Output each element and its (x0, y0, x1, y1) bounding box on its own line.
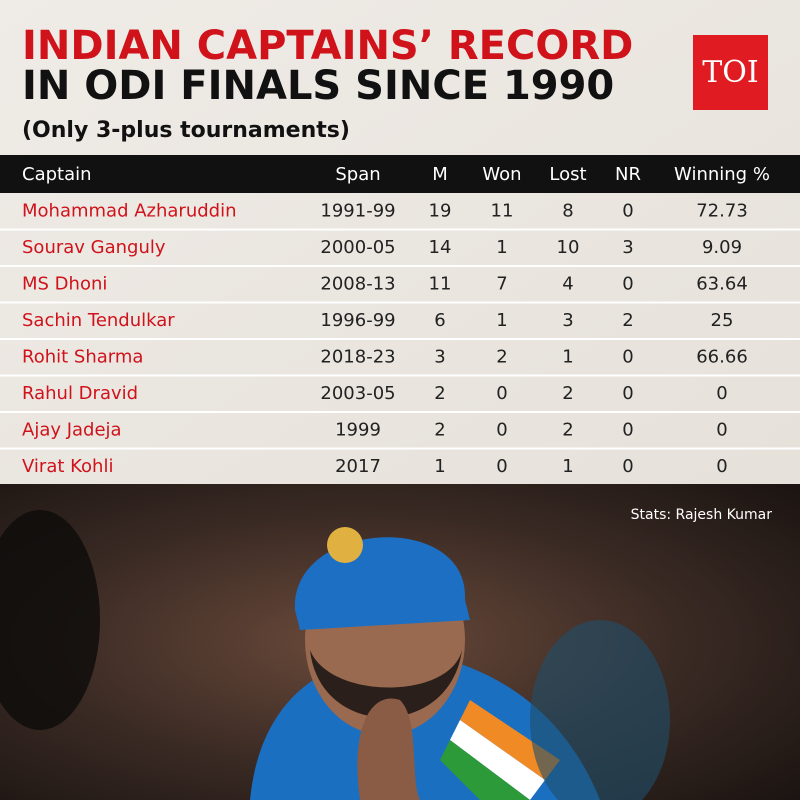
table-cell: 0 (496, 383, 507, 404)
column-header: Winning % (674, 164, 770, 185)
table-cell: 11 (491, 200, 514, 221)
captain-name: Rahul Dravid (22, 383, 138, 404)
table-cell: 2 (562, 419, 573, 440)
table-cell: 0 (622, 346, 633, 367)
table-cell: 1 (496, 237, 507, 258)
table-cell: 2003-05 (320, 383, 395, 404)
table-cell: 7 (496, 273, 507, 294)
table-cell: 66.66 (696, 346, 748, 367)
column-header: Won (482, 164, 521, 185)
table-cell: 0 (622, 419, 633, 440)
title-line: INDIAN CAPTAINS’ RECORD (22, 23, 633, 69)
column-header: Lost (549, 164, 586, 185)
table-cell: 72.73 (696, 200, 748, 221)
table-cell: 2 (434, 383, 445, 404)
captain-name: Sachin Tendulkar (22, 310, 175, 331)
table: Captain Span M Won Lost NR Winning % Mohammad A… (0, 164, 800, 477)
captain-name: Mohammad Azharuddin (22, 200, 237, 221)
table-cell: 10 (557, 237, 580, 258)
table-cell: 2 (434, 419, 445, 440)
table-cell: 1 (562, 456, 573, 477)
table-cell: 2008-13 (320, 273, 395, 294)
logo: TOI (702, 55, 758, 90)
table-cell: 1999 (335, 419, 381, 440)
column-header: Span (335, 164, 380, 185)
table-cell: 0 (622, 200, 633, 221)
column-header: Captain (22, 164, 92, 185)
table-cell: 0 (496, 419, 507, 440)
table-cell: 25 (711, 310, 734, 331)
table-cell: 0 (622, 383, 633, 404)
captain-name: Virat Kohli (22, 456, 113, 477)
table-cell: 3 (562, 310, 573, 331)
table-cell: 1991-99 (320, 200, 395, 221)
subtitle: (Only 3-plus tournaments) (22, 118, 350, 143)
table-cell: 2017 (335, 456, 381, 477)
table-cell: 1 (562, 346, 573, 367)
table-cell: 19 (429, 200, 452, 221)
table-cell: 0 (716, 419, 727, 440)
table-cell: 1 (434, 456, 445, 477)
table-cell: 6 (434, 310, 445, 331)
title-line: IN ODI FINALS SINCE 1990 (22, 63, 614, 109)
captain-name: Rohit Sharma (22, 346, 143, 367)
captain-name: Ajay Jadeja (22, 419, 122, 440)
table-cell: 2000-05 (320, 237, 395, 258)
table-cell: 11 (429, 273, 452, 294)
table-cell: 8 (562, 200, 573, 221)
table-cell: 2 (496, 346, 507, 367)
table-cell: 3 (434, 346, 445, 367)
table-cell: 1 (496, 310, 507, 331)
captain-name: MS Dhoni (22, 273, 107, 294)
captain-name: Sourav Ganguly (22, 237, 166, 258)
table-cell: 63.64 (696, 273, 748, 294)
table-cell: 2018-23 (320, 346, 395, 367)
table-cell: 9.09 (702, 237, 742, 258)
table-header (0, 155, 800, 193)
table-cell: 2 (622, 310, 633, 331)
table-cell: 0 (716, 383, 727, 404)
table-cell: 4 (562, 273, 573, 294)
table-cell: 2 (562, 383, 573, 404)
table-cell: 0 (622, 456, 633, 477)
table-cell: 14 (429, 237, 452, 258)
table-cell: 1996-99 (320, 310, 395, 331)
table-cell: 0 (716, 456, 727, 477)
credit: Stats: Rajesh Kumar (631, 507, 773, 523)
column-header: M (432, 164, 448, 185)
player-illustration (0, 510, 670, 804)
logo-box (693, 35, 768, 110)
background (0, 0, 800, 484)
column-header: NR (615, 164, 641, 185)
table-cell: 3 (622, 237, 633, 258)
table-cell: 0 (622, 273, 633, 294)
table-cell: 0 (496, 456, 507, 477)
